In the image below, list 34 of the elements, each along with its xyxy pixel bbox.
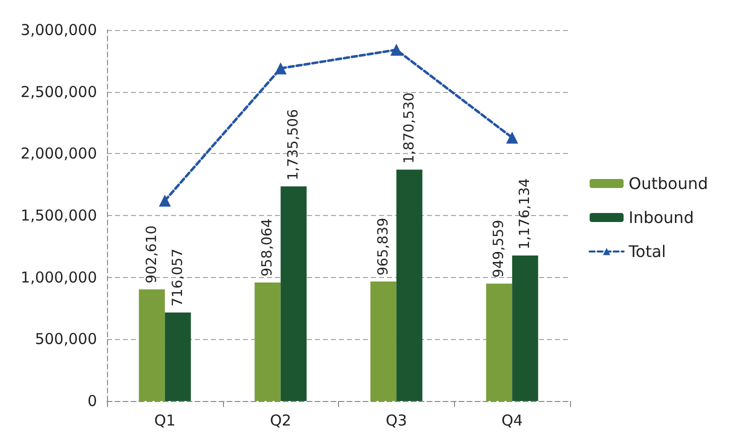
y-tick-label: 1,000,000 xyxy=(20,268,97,286)
bar xyxy=(370,282,396,401)
point xyxy=(274,62,287,74)
bar xyxy=(138,289,165,401)
y-tick-label: 2,000,000 xyxy=(20,144,97,163)
point xyxy=(158,194,171,207)
data-label: 949,559 xyxy=(491,220,508,278)
bar xyxy=(396,170,422,401)
y-tick-label: 1,500,000 xyxy=(20,206,97,224)
y-tick-label: 500,000 xyxy=(34,330,97,348)
y-tick-label: 2,500,000 xyxy=(20,82,97,101)
data-label: 1,735,506 xyxy=(286,109,302,180)
bar xyxy=(512,256,538,401)
data-label: 716,057 xyxy=(170,248,186,306)
legend-label: Total xyxy=(628,242,666,261)
data-label: 1,870,530 xyxy=(401,92,418,164)
x-tick-label: Q2 xyxy=(270,412,292,430)
data-label: 902,610 xyxy=(144,225,160,284)
y-tick-label: 0 xyxy=(87,392,97,410)
x-tick-label: Q1 xyxy=(154,412,176,430)
data-label: 958,064 xyxy=(260,218,276,277)
bar xyxy=(280,186,307,401)
y-tick-label: 3,000,000 xyxy=(20,21,97,39)
point xyxy=(390,44,402,56)
legend-label: Inbound xyxy=(628,208,694,227)
legend-label: Outbound xyxy=(628,174,708,193)
bar xyxy=(486,284,512,401)
x-tick-label: Q3 xyxy=(386,412,408,430)
point xyxy=(506,132,518,144)
x-tick-label: Q4 xyxy=(501,412,523,430)
data-label: 965,839 xyxy=(375,218,392,276)
bar xyxy=(164,312,191,401)
data-label: 1,176,134 xyxy=(517,178,534,250)
bar xyxy=(254,282,281,401)
